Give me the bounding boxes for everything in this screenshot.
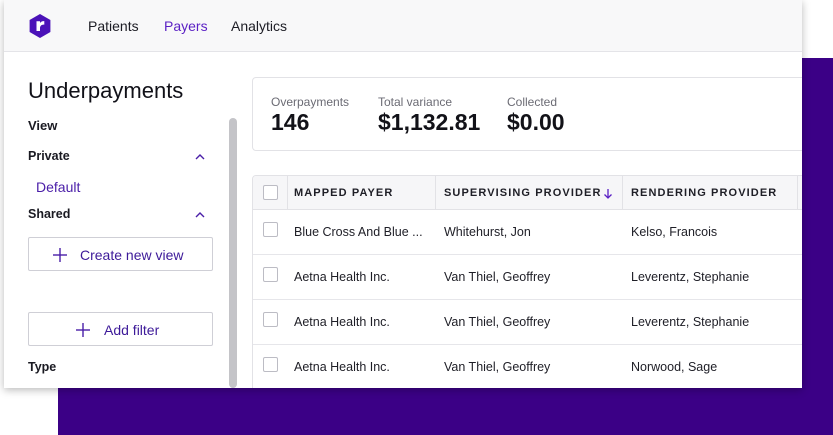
table-row[interactable]: Aetna Health Inc. Van Thiel, Geoffrey Le… [253,255,802,300]
cell-rendering-provider: Norwood, Sage [631,360,718,374]
shared-heading: Shared [28,207,71,221]
plus-icon [53,248,67,262]
sort-descending-icon[interactable] [603,188,613,199]
sidebar-scrollbar[interactable] [228,118,238,388]
row-checkbox[interactable] [263,357,278,372]
cell-mapped-payer: Aetna Health Inc. [294,360,390,374]
column-divider [435,176,436,210]
r-logo-icon[interactable] [27,13,53,39]
row-checkbox[interactable] [263,312,278,327]
plus-icon [76,323,90,337]
stats-card: Overpayments 146 Total variance $1,132.8… [252,77,802,151]
row-checkbox[interactable] [263,222,278,237]
column-divider [622,176,623,210]
cell-rendering-provider: Leverentz, Stephanie [631,315,750,329]
top-nav: Patients Payers Analytics [4,0,802,52]
table-row[interactable]: Blue Cross And Blue ... Whitehurst, Jon … [253,210,802,255]
table-row[interactable]: Aetna Health Inc. Van Thiel, Geoffrey Le… [253,300,802,345]
app-window: Patients Payers Analytics Underpayments … [4,0,802,388]
column-header-mapped-payer[interactable]: MAPPED PAYER [294,187,394,199]
private-heading: Private [28,149,70,163]
chevron-up-icon[interactable] [194,151,206,163]
stat-label-total-variance: Total variance [378,95,453,109]
add-filter-button[interactable]: Add filter [28,312,213,346]
column-divider [287,176,288,210]
nav-analytics[interactable]: Analytics [231,18,288,34]
stat-label-overpayments: Overpayments [271,95,350,109]
sidebar: Underpayments View Private Default Share… [4,52,244,388]
type-heading: Type [28,360,57,374]
select-all-checkbox[interactable] [263,185,278,200]
cell-rendering-provider: Kelso, Francois [631,225,718,239]
cell-mapped-payer: Aetna Health Inc. [294,270,390,284]
stat-value-collected: $0.00 [507,109,565,135]
row-checkbox[interactable] [263,267,278,282]
cell-mapped-payer: Aetna Health Inc. [294,315,390,329]
chevron-up-icon[interactable] [194,209,206,221]
view-heading: View [28,118,58,133]
cell-supervising-provider: Van Thiel, Geoffrey [444,270,551,284]
cell-rendering-provider: Leverentz, Stephanie [631,270,750,284]
create-view-label: Create new view [80,247,184,263]
cell-mapped-payer: Blue Cross And Blue ... [294,225,423,239]
table-header: MAPPED PAYER SUPERVISING PROVIDER RENDER… [253,176,802,210]
table-row[interactable]: Aetna Health Inc. Van Thiel, Geoffrey No… [253,345,802,388]
stat-value-total-variance: $1,132.81 [378,109,481,135]
page-title: Underpayments [28,78,184,103]
cell-supervising-provider: Whitehurst, Jon [444,225,531,239]
column-header-rendering-provider[interactable]: RENDERING PROVIDER [631,187,778,199]
cell-supervising-provider: Van Thiel, Geoffrey [444,360,551,374]
stat-value-overpayments: 146 [271,109,310,135]
cell-supervising-provider: Van Thiel, Geoffrey [444,315,551,329]
underpayments-table: MAPPED PAYER SUPERVISING PROVIDER RENDER… [252,175,802,388]
create-view-button[interactable]: Create new view [28,237,213,271]
add-filter-label: Add filter [104,322,160,338]
column-header-supervising-provider[interactable]: SUPERVISING PROVIDER [444,187,602,199]
column-divider [797,176,798,210]
view-default[interactable]: Default [36,179,81,195]
scrollbar-thumb[interactable] [229,118,237,388]
stat-label-collected: Collected [507,95,558,109]
nav-patients[interactable]: Patients [88,18,139,34]
nav-payers[interactable]: Payers [164,18,208,34]
